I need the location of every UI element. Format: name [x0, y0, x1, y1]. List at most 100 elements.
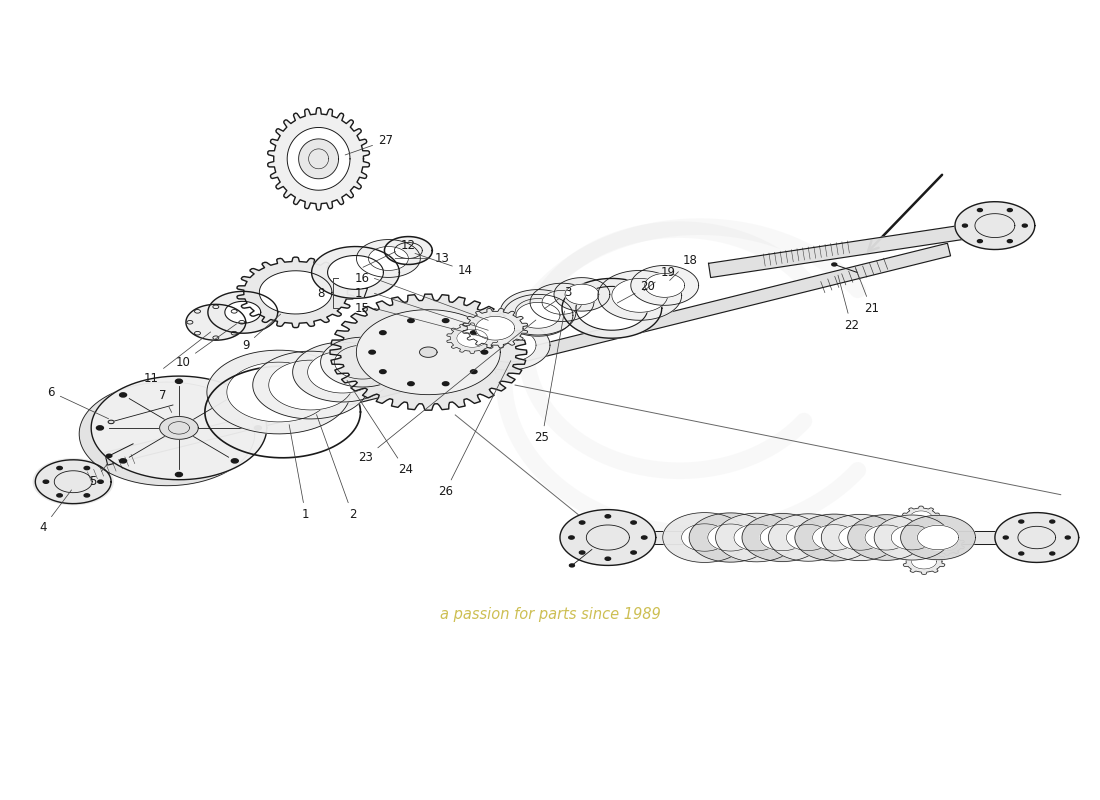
Ellipse shape	[43, 480, 48, 483]
Ellipse shape	[120, 393, 127, 397]
Text: 6: 6	[47, 386, 109, 418]
Ellipse shape	[108, 420, 114, 424]
Polygon shape	[645, 274, 684, 298]
Polygon shape	[260, 270, 332, 314]
Polygon shape	[368, 246, 408, 270]
Text: 15: 15	[355, 302, 370, 315]
Text: 11: 11	[143, 332, 211, 385]
Text: 20: 20	[617, 280, 656, 303]
Text: 25: 25	[535, 311, 564, 444]
Polygon shape	[734, 524, 779, 551]
Polygon shape	[503, 294, 573, 336]
Polygon shape	[930, 534, 965, 555]
Text: 19: 19	[644, 266, 675, 290]
Polygon shape	[208, 291, 277, 334]
Ellipse shape	[442, 382, 449, 386]
Ellipse shape	[605, 514, 610, 518]
Ellipse shape	[84, 494, 89, 497]
Polygon shape	[356, 310, 500, 394]
Polygon shape	[463, 309, 528, 348]
Polygon shape	[227, 362, 331, 422]
Ellipse shape	[231, 393, 239, 397]
Polygon shape	[311, 246, 399, 298]
Polygon shape	[690, 513, 772, 562]
Polygon shape	[447, 323, 497, 354]
Polygon shape	[580, 531, 1060, 544]
Ellipse shape	[379, 330, 386, 334]
Polygon shape	[910, 511, 932, 524]
Text: 12: 12	[363, 239, 416, 267]
Polygon shape	[308, 351, 377, 393]
Polygon shape	[682, 524, 728, 551]
Polygon shape	[268, 360, 352, 410]
Polygon shape	[356, 239, 420, 278]
Polygon shape	[91, 376, 266, 480]
Text: 24: 24	[346, 381, 412, 476]
Ellipse shape	[630, 521, 636, 524]
Ellipse shape	[471, 370, 477, 374]
Polygon shape	[500, 290, 576, 335]
Polygon shape	[874, 515, 950, 560]
Polygon shape	[328, 255, 384, 290]
Polygon shape	[475, 316, 515, 340]
Ellipse shape	[978, 240, 982, 242]
Polygon shape	[742, 514, 823, 562]
Ellipse shape	[832, 263, 837, 266]
Text: a passion for parts since 1989: a passion for parts since 1989	[440, 606, 660, 622]
Polygon shape	[481, 328, 536, 362]
Ellipse shape	[84, 466, 89, 470]
Text: 21: 21	[855, 267, 879, 315]
Ellipse shape	[254, 426, 262, 430]
Polygon shape	[419, 347, 437, 358]
Ellipse shape	[368, 350, 375, 354]
Polygon shape	[560, 510, 656, 566]
Polygon shape	[253, 351, 368, 419]
Polygon shape	[565, 284, 598, 305]
Polygon shape	[917, 526, 958, 550]
Ellipse shape	[1065, 536, 1070, 539]
Polygon shape	[515, 298, 561, 326]
Polygon shape	[630, 266, 698, 306]
Ellipse shape	[1049, 520, 1055, 523]
Polygon shape	[334, 345, 390, 379]
Polygon shape	[813, 525, 856, 550]
Polygon shape	[662, 513, 747, 562]
Ellipse shape	[1019, 520, 1024, 523]
Polygon shape	[298, 139, 339, 178]
Polygon shape	[287, 127, 350, 190]
Ellipse shape	[570, 564, 574, 567]
Polygon shape	[865, 525, 907, 550]
Ellipse shape	[1003, 536, 1009, 539]
Polygon shape	[716, 514, 798, 562]
Text: 5: 5	[89, 464, 108, 488]
Ellipse shape	[107, 454, 112, 458]
Ellipse shape	[57, 494, 63, 497]
Polygon shape	[901, 515, 976, 560]
Polygon shape	[936, 538, 957, 550]
Polygon shape	[542, 290, 582, 314]
Polygon shape	[769, 514, 848, 562]
Text: 3: 3	[544, 286, 572, 309]
Ellipse shape	[175, 473, 183, 477]
Ellipse shape	[569, 536, 574, 539]
Ellipse shape	[1008, 209, 1012, 211]
Polygon shape	[79, 382, 255, 486]
Polygon shape	[562, 278, 662, 338]
Ellipse shape	[641, 536, 647, 539]
Text: 23: 23	[358, 320, 536, 464]
Text: 18: 18	[670, 254, 697, 281]
Polygon shape	[848, 514, 925, 560]
Polygon shape	[466, 320, 550, 370]
Text: 7: 7	[160, 389, 172, 413]
Polygon shape	[207, 350, 351, 434]
Polygon shape	[612, 278, 668, 312]
Polygon shape	[707, 524, 754, 551]
Ellipse shape	[379, 370, 386, 374]
Text: 10: 10	[176, 324, 236, 369]
Polygon shape	[708, 222, 988, 278]
Ellipse shape	[962, 224, 967, 227]
Polygon shape	[104, 243, 950, 465]
Ellipse shape	[175, 379, 183, 383]
Polygon shape	[786, 525, 830, 550]
Polygon shape	[186, 304, 245, 340]
